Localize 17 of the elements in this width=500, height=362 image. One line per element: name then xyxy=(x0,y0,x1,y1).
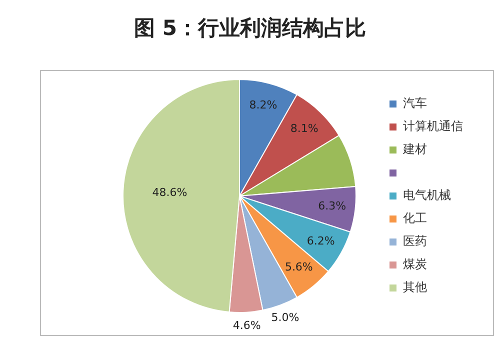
data-label: 8.2% xyxy=(249,98,278,112)
legend-label: 建材 xyxy=(402,142,427,156)
data-label: 48.6% xyxy=(152,186,188,199)
legend-label: 汽车 xyxy=(403,96,427,110)
legend-label: 计算机通信 xyxy=(403,119,463,134)
chart-title: 图 5：行业利润结构占比 xyxy=(133,15,367,42)
legend-label: 煤炭 xyxy=(403,257,427,272)
legend-label: 医药 xyxy=(403,234,427,248)
data-label: 5.6% xyxy=(284,260,313,274)
data-label: 5.0% xyxy=(271,311,300,324)
data-label: 6.3% xyxy=(318,200,346,213)
legend-label: 电气机械 xyxy=(403,188,451,202)
data-label: 6.2% xyxy=(306,234,335,248)
data-label: 8.1% xyxy=(290,122,318,135)
data-label: 4.6% xyxy=(232,319,261,332)
legend-label: 其他 xyxy=(403,280,427,294)
legend-label: 化工 xyxy=(403,211,427,226)
